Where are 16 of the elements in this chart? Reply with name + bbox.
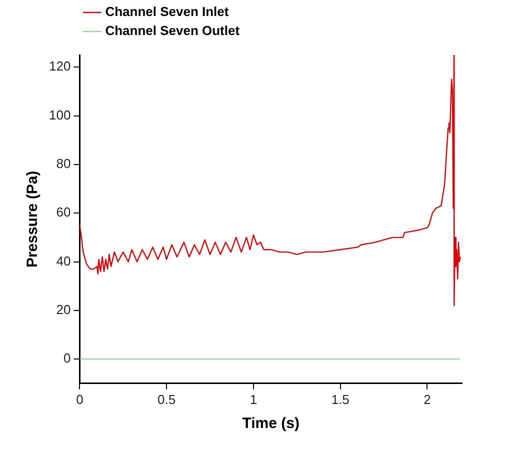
- y-tick-label: 120: [48, 58, 71, 74]
- y-tick-label: 40: [56, 253, 71, 268]
- x-tick-label: 1.5: [331, 392, 350, 407]
- y-tick-label: 20: [56, 302, 71, 317]
- y-tick-label: 80: [56, 156, 71, 172]
- x-tick-label: 0.5: [158, 392, 176, 407]
- y-axis-title: Pressure (Pa): [24, 170, 42, 268]
- legend-label: Channel Seven Outlet: [105, 23, 240, 38]
- legend-label: Channel Seven Inlet: [105, 4, 230, 20]
- x-tick-label: 2: [424, 392, 431, 407]
- x-tick-label: 1: [250, 392, 258, 407]
- x-axis-title: Time (s): [242, 415, 300, 432]
- y-tick-label: 100: [48, 107, 71, 122]
- y-tick-label: 60: [56, 204, 71, 220]
- x-tick-label: 0: [76, 392, 84, 407]
- y-tick-label: 0: [63, 350, 71, 366]
